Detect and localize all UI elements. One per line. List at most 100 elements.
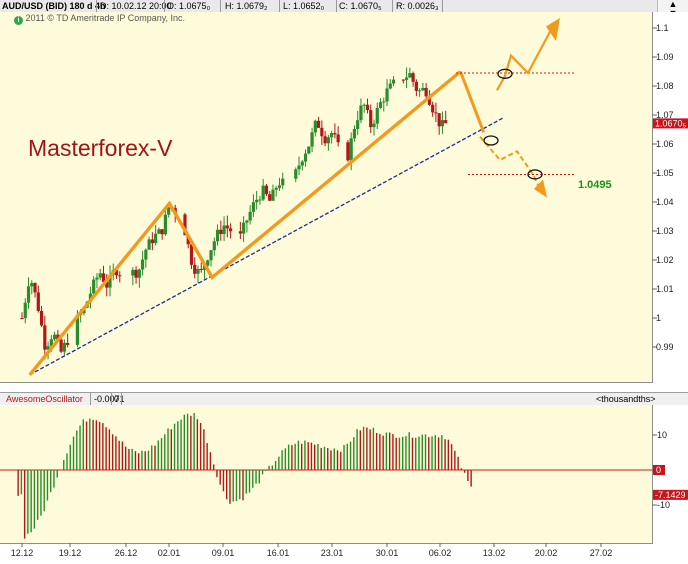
- candle-body: [209, 250, 213, 261]
- candle-down: [401, 79, 405, 84]
- candle-body: [219, 229, 223, 235]
- candle-body: [408, 73, 412, 78]
- price-tick-label: 1.07: [656, 110, 674, 120]
- candle-up: [440, 111, 445, 134]
- candle-up: [388, 79, 392, 90]
- candle-body: [98, 273, 102, 278]
- date-tick-label: 20.02: [535, 548, 558, 558]
- candle-up: [167, 207, 171, 218]
- header-separator: [121, 393, 122, 405]
- candle-body: [95, 277, 99, 280]
- candle-body: [66, 342, 70, 345]
- osc-current-label: -7.1429: [655, 490, 686, 500]
- candle-body: [215, 229, 220, 242]
- candle-body: [271, 189, 275, 201]
- header-separator: [442, 0, 443, 12]
- candle-body: [150, 239, 154, 244]
- candle-body: [183, 214, 187, 236]
- candle-up: [215, 224, 220, 246]
- candle-body: [264, 185, 269, 195]
- candle-body: [56, 334, 60, 340]
- candle-body: [300, 161, 304, 166]
- candle-down: [431, 101, 435, 117]
- candle-body: [356, 120, 360, 129]
- candle-body: [440, 120, 445, 127]
- candle-up: [212, 237, 216, 256]
- candle-body: [46, 346, 50, 350]
- projection-up-path: [496, 27, 553, 91]
- candle-body: [193, 264, 197, 274]
- candle-up: [131, 267, 135, 286]
- candle-up: [251, 194, 256, 217]
- header-separator: [164, 0, 165, 12]
- candle-body: [385, 88, 389, 102]
- candle-down: [199, 262, 203, 273]
- price-chart-panel[interactable]: [0, 12, 653, 383]
- candle-down: [219, 220, 223, 241]
- candle-body: [352, 128, 357, 139]
- candle-up: [421, 83, 425, 92]
- circle-marker-icon: [497, 68, 513, 79]
- price-tick-label: 1.09: [656, 52, 674, 62]
- candle-down: [268, 190, 272, 201]
- candle-body: [62, 342, 66, 352]
- oscillator-panel[interactable]: [0, 405, 653, 544]
- candle-up: [144, 248, 148, 268]
- price-tick-label: 1.04: [656, 197, 674, 207]
- date-tick-label: 16.01: [267, 548, 290, 558]
- candle-body: [131, 269, 135, 276]
- candle-body: [167, 207, 171, 215]
- candle-body: [49, 339, 53, 347]
- candle-body: [33, 283, 37, 293]
- candle-body: [202, 265, 207, 270]
- candle-down: [134, 266, 138, 284]
- candle-up: [274, 185, 278, 197]
- date-tick-label: 06.02: [429, 548, 452, 558]
- arrow-down-icon: [534, 179, 547, 198]
- candle-down: [320, 120, 324, 145]
- candle-down: [225, 215, 229, 238]
- candle-body: [434, 112, 438, 114]
- info-icon[interactable]: i: [14, 16, 23, 25]
- candle-up: [248, 205, 252, 225]
- candle-body: [378, 102, 383, 108]
- candle-up: [26, 277, 31, 309]
- candle-body: [431, 104, 435, 113]
- oscillator-name[interactable]: AwesomeOscillator: [6, 394, 83, 404]
- osc-current-marker: -7.1429: [653, 489, 688, 500]
- candle-body: [228, 228, 233, 232]
- candle-down: [160, 229, 164, 240]
- candle-down: [414, 79, 418, 97]
- price-tick-label: 1.02: [656, 255, 674, 265]
- candle-body: [375, 107, 379, 124]
- candle-body: [320, 127, 324, 137]
- candle-up: [258, 195, 262, 205]
- header-separator: [96, 0, 97, 12]
- candle-up: [418, 88, 422, 97]
- candle-down: [193, 257, 197, 279]
- candle-body: [261, 185, 265, 200]
- price-axis-strip: [653, 12, 688, 383]
- candle-down: [346, 140, 350, 162]
- candle-up: [404, 67, 409, 89]
- candle-down: [323, 130, 327, 147]
- candle-up: [62, 339, 66, 356]
- candle-body: [401, 79, 405, 81]
- candle-down: [264, 183, 269, 197]
- candle-body: [437, 113, 441, 127]
- candle-up: [359, 98, 363, 124]
- candle-body: [372, 123, 376, 128]
- candle-body: [404, 77, 409, 80]
- candle-up: [297, 156, 301, 176]
- symbol-label[interactable]: AUD/USD (BID) 180 d 4h: [2, 1, 106, 11]
- candle-body: [365, 104, 370, 111]
- candle-body: [310, 132, 314, 147]
- circle-marker-icon: [483, 135, 499, 146]
- candle-body: [411, 73, 415, 82]
- low-value: L: 1.0652₀: [283, 1, 325, 11]
- candle-up: [408, 67, 412, 78]
- candle-up: [108, 265, 112, 297]
- candle-down: [101, 265, 106, 284]
- candle-body: [245, 220, 249, 223]
- date-axis-strip: [0, 544, 688, 564]
